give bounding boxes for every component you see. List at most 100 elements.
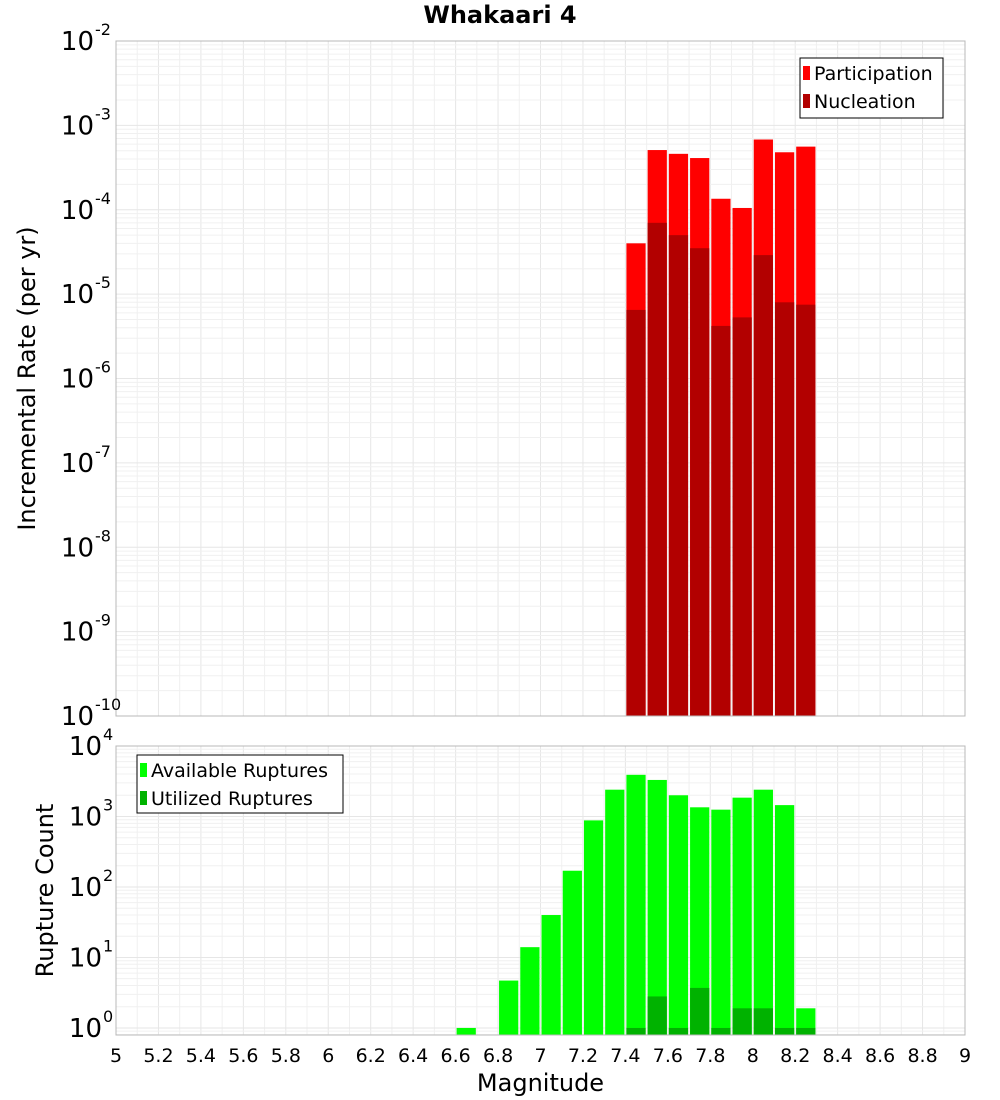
x-tick-label: 8.6: [865, 1045, 895, 1067]
y-tick-exponent: 1: [103, 936, 113, 955]
y-tick-label: 10: [69, 1014, 102, 1044]
y-tick-exponent: -8: [95, 526, 111, 545]
y-tick-exponent: -7: [95, 442, 111, 461]
bar-utilized-ruptures: [647, 996, 667, 1035]
bar-utilized-ruptures: [753, 1008, 773, 1035]
x-tick-label: 8.8: [907, 1045, 937, 1067]
y-tick-exponent: -9: [95, 611, 111, 630]
bar-utilized-ruptures: [796, 1027, 816, 1035]
y-tick-exponent: 2: [103, 866, 113, 885]
x-tick-label: 6.6: [440, 1045, 470, 1067]
bar-available-ruptures: [499, 980, 519, 1035]
legend-swatch: [803, 66, 810, 80]
bar-available-ruptures: [711, 809, 731, 1035]
y-tick-label: 10: [61, 449, 94, 479]
y-tick-label: 10: [69, 732, 102, 762]
y-tick-exponent: -10: [95, 695, 121, 714]
x-tick-label: 8.2: [780, 1045, 810, 1067]
bar-available-ruptures: [647, 779, 667, 1035]
chart-title: Whakaari 4: [423, 1, 576, 29]
x-tick-label: 6.8: [483, 1045, 513, 1067]
x-tick-label: 7: [534, 1045, 546, 1067]
bar-utilized-ruptures: [690, 987, 710, 1035]
x-tick-label: 5.4: [186, 1045, 216, 1067]
y-tick-label: 10: [69, 802, 102, 832]
legend-box: [799, 57, 944, 119]
bar-utilized-ruptures: [668, 1027, 689, 1035]
x-tick-label: 6.4: [398, 1045, 428, 1067]
legend: Participation Nucleation: [799, 57, 944, 119]
bar-nucleation: [774, 302, 795, 716]
bar-nucleation: [753, 255, 773, 716]
bar-nucleation: [647, 222, 667, 716]
bar-utilized-ruptures: [626, 1027, 646, 1035]
bar-available-ruptures: [774, 805, 795, 1035]
bar-available-ruptures: [626, 774, 646, 1035]
y-tick-label: 10: [61, 702, 94, 732]
legend-label: Available Ruptures: [151, 760, 328, 782]
x-tick-label: 7.4: [610, 1045, 640, 1067]
y-tick-label: 10: [61, 196, 94, 226]
bar-utilized-ruptures: [711, 1027, 731, 1035]
legend-label: Utilized Ruptures: [151, 788, 313, 810]
bar-utilized-ruptures: [732, 1008, 752, 1035]
x-tick-label: 5.2: [143, 1045, 173, 1067]
x-tick-label: 5.6: [228, 1045, 258, 1067]
x-tick-label: 7.2: [568, 1045, 598, 1067]
y-tick-label: 10: [61, 618, 94, 648]
plot-frame: [115, 40, 966, 717]
y-tick-exponent: -2: [95, 20, 111, 39]
bar-nucleation: [711, 325, 731, 716]
x-tick-label: 6: [322, 1045, 334, 1067]
y-tick-exponent: -4: [95, 189, 111, 208]
x-axis-title: Magnitude: [477, 1069, 604, 1097]
y-tick-exponent: -5: [95, 273, 111, 292]
x-tick-label: 6.2: [356, 1045, 386, 1067]
bar-available-ruptures: [562, 870, 582, 1035]
y-tick-exponent: 0: [103, 1007, 113, 1026]
x-tick-label: 8: [747, 1045, 759, 1067]
legend-label: Nucleation: [814, 91, 916, 113]
bar-nucleation: [732, 317, 752, 716]
legend-swatch: [140, 791, 147, 805]
legend-box: [136, 754, 344, 814]
x-tick-label: 9: [959, 1045, 971, 1067]
bar-utilized-ruptures: [774, 1027, 795, 1035]
legend-swatch: [803, 94, 810, 108]
count-panel: 10 010 110 210 310 45 5.2 5.4 5.6 5.8 6 6.2 6.4 6.6 6.…: [31, 725, 971, 1097]
bar-available-ruptures: [668, 795, 689, 1035]
legend: Available Ruptures Utilized Ruptures: [136, 754, 344, 814]
y-tick-label: 10: [61, 111, 94, 141]
y-axis-title: Incremental Rate (per yr): [13, 226, 41, 530]
bar-available-ruptures: [605, 789, 625, 1035]
y-tick-label: 10: [61, 365, 94, 395]
x-tick-label: 7.6: [653, 1045, 683, 1067]
y-tick-exponent: 3: [103, 795, 113, 814]
bar-available-ruptures: [541, 915, 561, 1035]
x-tick-label: 7.8: [695, 1045, 725, 1067]
plot-frame: [115, 745, 966, 1036]
y-tick-exponent: 4: [103, 725, 113, 744]
y-tick-exponent: -6: [95, 358, 111, 377]
y-tick-label: 10: [69, 943, 102, 973]
y-tick-label: 10: [61, 280, 94, 310]
bar-available-ruptures: [456, 1027, 476, 1035]
y-axis-title: Rupture Count: [31, 804, 59, 978]
bar-available-ruptures: [583, 820, 604, 1035]
x-tick-label: 8.4: [823, 1045, 853, 1067]
y-tick-label: 10: [61, 27, 94, 57]
bar-available-ruptures: [690, 807, 710, 1035]
legend-swatch: [140, 763, 147, 777]
x-tick-label: 5: [110, 1045, 122, 1067]
bar-nucleation: [668, 235, 689, 716]
bar-nucleation: [690, 248, 710, 717]
y-tick-label: 10: [69, 873, 102, 903]
bar-available-ruptures: [732, 797, 752, 1035]
bar-nucleation: [796, 304, 816, 716]
bar-nucleation: [626, 309, 646, 716]
bar-available-ruptures: [520, 947, 540, 1035]
bar-available-ruptures: [753, 789, 773, 1035]
